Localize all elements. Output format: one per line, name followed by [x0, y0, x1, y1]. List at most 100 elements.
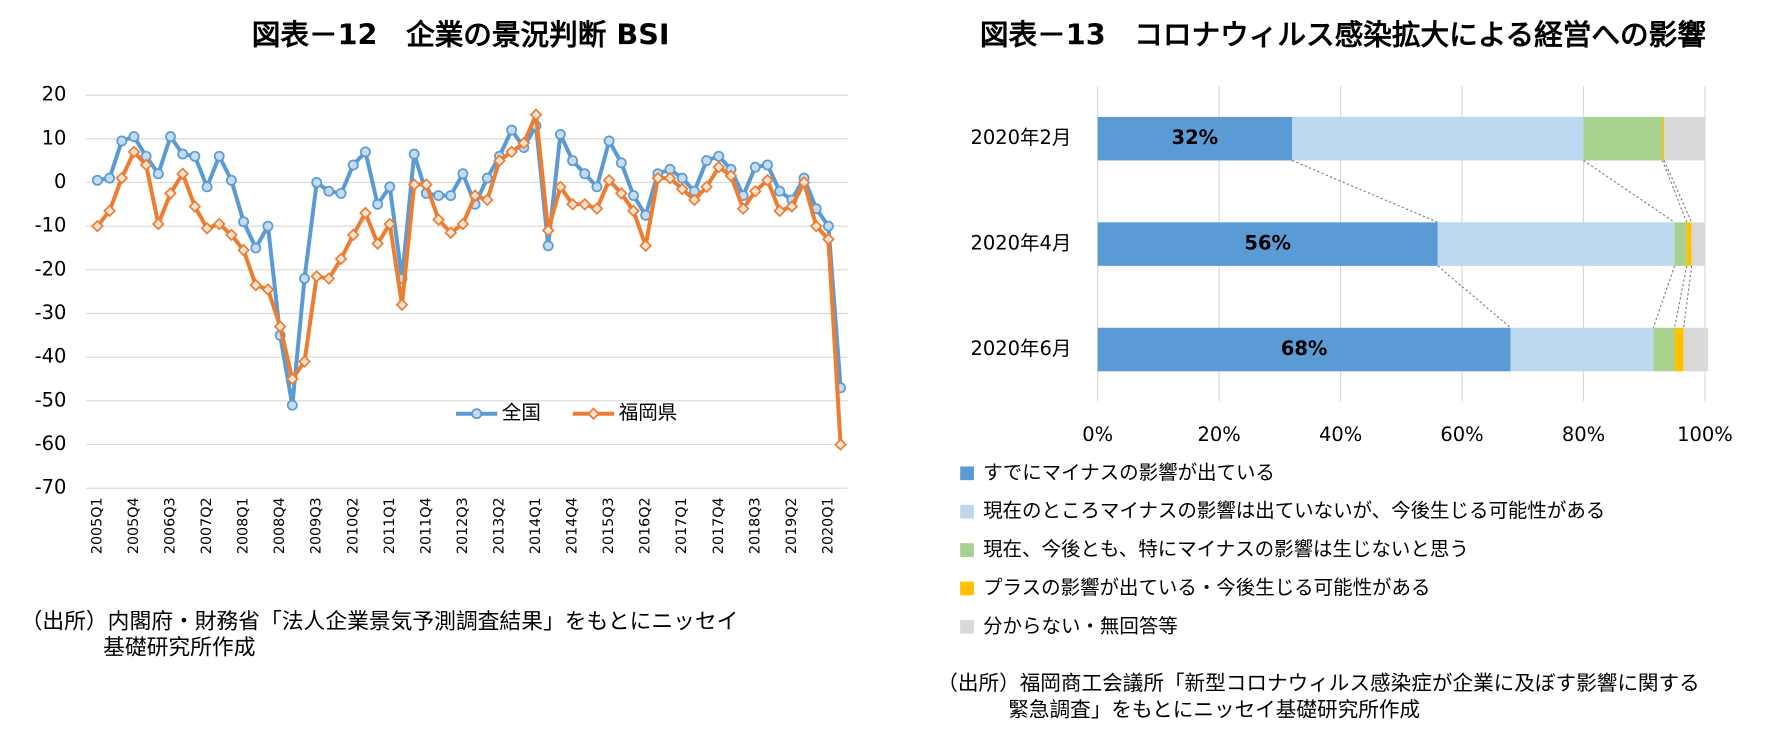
point-marker [493, 154, 506, 168]
x-tick-label: 2013Q2 [491, 497, 507, 554]
x-tick-label: 2015Q3 [601, 497, 617, 554]
legend-label: 現在、今後とも、特にマイナスの影響は生じないと思う [983, 538, 1469, 561]
bar-segment [1691, 222, 1705, 266]
x-tick-label: 100% [1677, 423, 1733, 446]
bar-segment [1653, 327, 1675, 372]
legend-label: 福岡県 [619, 401, 677, 424]
connector-line [1652, 265, 1676, 328]
y-tick-label: 2020年4月 [970, 232, 1071, 255]
connector-line [1683, 265, 1693, 328]
point-marker [444, 226, 458, 240]
x-tick-label: 2005Q1 [89, 497, 105, 554]
point-marker [213, 150, 225, 162]
bar-segment [1674, 327, 1684, 372]
x-tick-label: 2008Q1 [236, 497, 252, 554]
point-marker [323, 185, 335, 197]
point-marker [822, 232, 835, 246]
x-tick-label: 2014Q1 [528, 497, 544, 554]
point-marker [164, 187, 177, 200]
point-marker [651, 171, 665, 185]
point-marker [115, 171, 129, 185]
point-marker [372, 198, 384, 210]
bar-segment [1292, 116, 1584, 161]
point-marker [189, 150, 201, 162]
point-marker [433, 190, 444, 202]
point-marker [177, 148, 189, 160]
point-marker [116, 135, 128, 147]
connector-line [1663, 160, 1693, 223]
point-marker [188, 200, 202, 213]
note: 基礎研究所作成 [103, 636, 255, 661]
point-marker [334, 252, 348, 266]
y-tick-label: -30 [35, 301, 67, 324]
point-marker [602, 173, 616, 187]
point-marker [395, 298, 409, 312]
x-tick-label: 2011Q4 [418, 497, 434, 554]
x-tick-label: 2019Q2 [784, 497, 800, 554]
x-tick-label: 2017Q1 [674, 497, 690, 554]
point-marker [541, 224, 555, 237]
point-marker [579, 168, 591, 180]
point-marker [347, 159, 359, 171]
point-marker [91, 219, 104, 233]
point-marker [675, 182, 689, 196]
x-tick-label: 40% [1319, 423, 1362, 446]
x-tick-label: 2009Q3 [309, 497, 325, 554]
bar-segment [1097, 327, 1511, 372]
x-tick-label: 60% [1440, 423, 1483, 446]
bar-segment [1662, 116, 1665, 161]
y-tick-label: -20 [35, 257, 67, 280]
point-marker [384, 181, 396, 193]
point-marker [359, 146, 371, 158]
point-marker [250, 242, 262, 254]
x-tick-label: 0% [1082, 423, 1113, 446]
x-tick-label: 2007Q2 [199, 497, 215, 554]
y-tick-label: 20 [42, 83, 67, 106]
point-marker [797, 176, 811, 189]
legend-swatch [960, 504, 974, 519]
point-marker [627, 204, 640, 218]
point-marker [286, 399, 298, 411]
point-marker [663, 171, 677, 185]
x-tick-label: 2017Q4 [711, 497, 727, 554]
legend-label: すでにマイナスの影響が出ている [983, 461, 1275, 484]
point-marker [749, 161, 761, 173]
bar-segment [1583, 116, 1663, 161]
bar-segment [1686, 222, 1692, 266]
point-marker [201, 181, 213, 193]
point-marker [713, 150, 725, 162]
point-marker [322, 272, 336, 285]
point-marker [567, 155, 579, 167]
point-marker [639, 239, 653, 253]
point-marker [456, 217, 470, 231]
point-marker [457, 168, 469, 180]
y-tick-label: -40 [35, 345, 67, 368]
legend-swatch [960, 466, 974, 481]
bar-segment [1097, 222, 1438, 266]
series-line [95, 112, 843, 445]
x-tick-label: 2014Q4 [565, 497, 581, 554]
x-tick-label: 2008Q4 [272, 497, 288, 554]
point-marker [335, 187, 347, 199]
point-marker [701, 155, 713, 167]
point-marker [237, 243, 250, 257]
point-marker [176, 167, 190, 181]
chart-title: 図表－12 企業の景況判断 BSI [252, 18, 670, 52]
point-marker [200, 221, 214, 235]
point-marker [505, 145, 519, 159]
point-marker [809, 219, 823, 233]
point-marker [262, 220, 274, 232]
point-marker [151, 217, 165, 231]
point-marker [822, 220, 834, 232]
point-marker [529, 108, 543, 122]
x-tick-label: 2011Q1 [382, 497, 398, 554]
point-marker [285, 372, 299, 386]
bar-segment [1437, 222, 1675, 266]
bar-segment [1664, 116, 1705, 161]
bar-segment [1097, 116, 1293, 161]
point-marker [762, 159, 773, 171]
point-marker [212, 217, 226, 231]
connector-line [1674, 265, 1688, 328]
point-marker [407, 178, 421, 192]
